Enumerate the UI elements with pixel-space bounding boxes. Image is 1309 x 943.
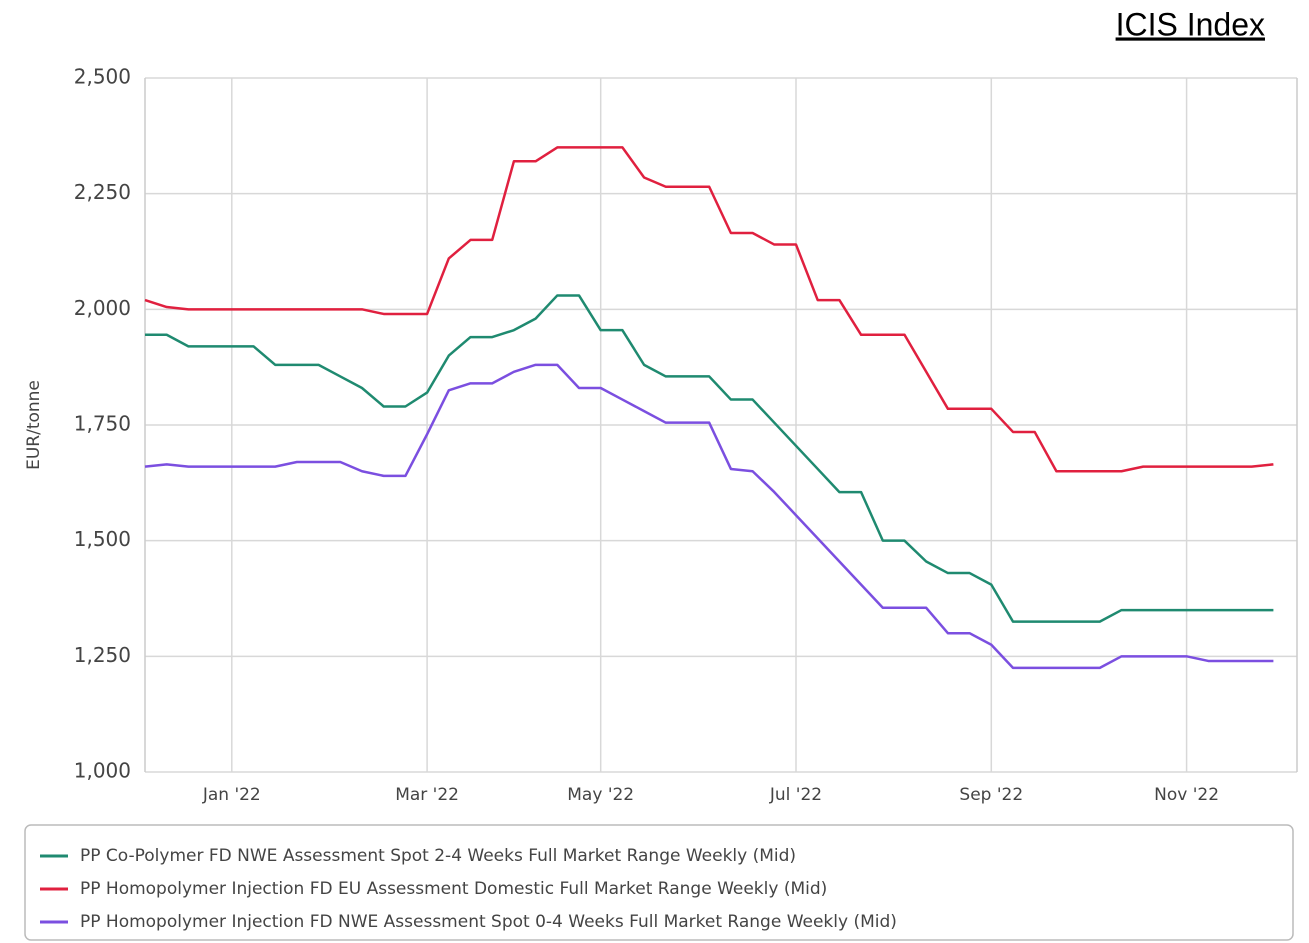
series-line [144, 363, 1274, 670]
x-tick-label: May '22 [567, 785, 634, 805]
series-line [145, 294, 1274, 623]
x-tick-label: Mar '22 [395, 785, 459, 805]
y-tick-label: 1,750 [74, 412, 131, 436]
y-tick-label: 2,500 [74, 65, 131, 89]
x-tick-label: Sep '22 [959, 785, 1023, 805]
legend-label: PP Homopolymer Injection FD NWE Assessme… [80, 912, 897, 932]
y-tick-label: 2,000 [74, 296, 131, 320]
x-tick-label: Jul '22 [769, 785, 822, 805]
y-tick-label: 1,000 [74, 759, 131, 783]
y-tick-label: 2,250 [74, 180, 131, 204]
y-tick-label: 1,500 [74, 527, 131, 551]
legend-box [24, 824, 1294, 941]
legend-label: PP Homopolymer Injection FD EU Assessmen… [80, 879, 827, 899]
y-tick-label: 1,250 [74, 643, 131, 667]
x-tick-label: Jan '22 [202, 785, 261, 805]
legend-label: PP Co-Polymer FD NWE Assessment Spot 2-4… [80, 846, 796, 866]
header-title: ICIS Index [1116, 6, 1265, 42]
x-tick-label: Nov '22 [1154, 785, 1219, 805]
series-line [144, 146, 1274, 473]
y-axis-label: EUR/tonne [24, 380, 44, 470]
